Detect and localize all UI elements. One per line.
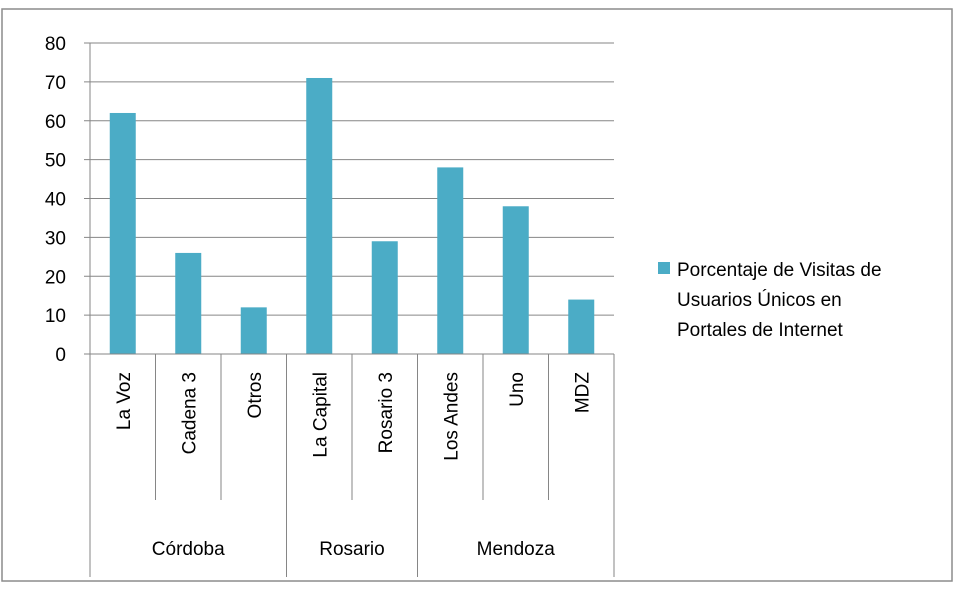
y-tick-label: 40 (45, 190, 66, 211)
y-tick-label: 70 (45, 73, 66, 94)
bars (109, 77, 595, 355)
x-category-label: MDZ (572, 372, 593, 414)
x-category-label: Otros (245, 372, 266, 418)
y-tick-label: 0 (55, 345, 66, 366)
y-tick-label: 50 (45, 151, 66, 172)
y-tick-label: 80 (45, 34, 66, 55)
y-tick-label: 30 (45, 228, 66, 249)
bar (568, 299, 595, 354)
bar (240, 307, 267, 354)
bar (437, 167, 464, 354)
y-tick-label: 60 (45, 112, 66, 133)
x-category-labels: La Voz Cadena 3 Otros La Capital Rosario 3 Lo… (114, 372, 594, 461)
legend-label-line: Usuarios Únicos en (677, 289, 842, 311)
y-tick-label: 20 (45, 267, 66, 288)
x-category-label: Uno (507, 372, 528, 407)
bar (306, 77, 333, 355)
x-group-label: Mendoza (477, 539, 556, 560)
legend-swatch (658, 262, 670, 274)
y-tick-label: 10 (45, 306, 66, 327)
x-group-label: Rosario (319, 539, 384, 560)
x-category-label: Cadena 3 (179, 372, 200, 454)
legend-label-line: Porcentaje de Visitas de (677, 260, 882, 281)
bar (502, 206, 529, 354)
bar (109, 112, 136, 354)
x-category-label: Los Andes (441, 372, 462, 461)
x-group-labels: Córdoba Rosario Mendoza (152, 539, 555, 560)
x-category-label: La Capital (310, 372, 331, 458)
x-category-label: Rosario 3 (376, 372, 397, 453)
bar (175, 252, 202, 354)
axes (84, 42, 615, 577)
chart-border (1, 8, 953, 582)
bar (371, 241, 398, 354)
y-tick-labels: 0 10 20 30 40 50 60 70 80 (45, 34, 66, 366)
legend-label-line: Portales de Internet (677, 320, 844, 341)
x-group-label: Córdoba (152, 539, 225, 560)
x-category-label: La Voz (114, 372, 135, 430)
legend: Porcentaje de Visitas de Usuarios Únicos … (658, 260, 882, 341)
legend-label: Porcentaje de Visitas de Usuarios Únicos … (677, 260, 882, 341)
